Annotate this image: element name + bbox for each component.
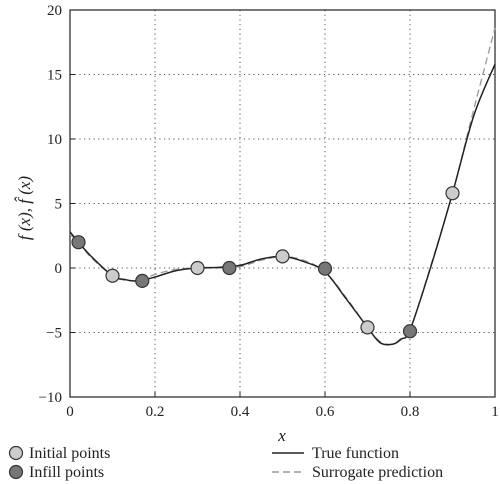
- x-axis-title: x: [277, 426, 286, 445]
- x-tick-label: 0: [66, 404, 74, 420]
- initial-point: [190, 260, 205, 276]
- infill-point: [135, 273, 150, 288]
- x-tick-label: 0.8: [401, 404, 420, 420]
- y-tick-label: −5: [46, 326, 62, 342]
- x-tick-label: 1: [491, 404, 499, 420]
- infill-point: [222, 260, 237, 276]
- y-tick-label: −10: [39, 390, 62, 406]
- legend-infill-label: Infill points: [29, 464, 104, 481]
- infill-point: [402, 324, 418, 339]
- x-tick-label: 0.4: [231, 404, 250, 420]
- legend-surrogate-label: Surrogate prediction: [312, 464, 443, 481]
- grid: [70, 10, 495, 397]
- initial-point: [360, 320, 375, 335]
- x-tick-label: 0.2: [146, 404, 165, 420]
- initial-point: [105, 268, 120, 283]
- legend-initial-marker: [8, 445, 24, 461]
- initial-point: [445, 186, 460, 201]
- legend: Initial points Infill points True functi…: [8, 445, 443, 481]
- series-lines: [69, 27, 496, 346]
- y-axis-title: f (x), f̂ (x): [14, 176, 34, 241]
- infill-point: [71, 235, 86, 250]
- initial-point: [275, 249, 290, 264]
- x-tick-label: 0.6: [316, 404, 335, 420]
- y-tick-label: 15: [47, 68, 62, 84]
- true-function-line: [69, 63, 496, 346]
- y-tick-label: 0: [55, 261, 63, 277]
- surrogate-prediction-line: [69, 27, 496, 346]
- y-tick-label: 20: [47, 3, 62, 19]
- legend-true-label: True function: [312, 445, 399, 462]
- legend-initial-label: Initial points: [29, 445, 110, 462]
- legend-infill-marker: [8, 464, 24, 480]
- infill-point: [317, 261, 333, 276]
- y-tick-label: 10: [47, 132, 62, 148]
- axis-ticks: 0 0.2 0.4 0.6 0.8 1 −10 −5 0 5 10 15 20: [39, 3, 499, 420]
- data-points: [71, 186, 460, 339]
- y-tick-label: 5: [55, 197, 63, 213]
